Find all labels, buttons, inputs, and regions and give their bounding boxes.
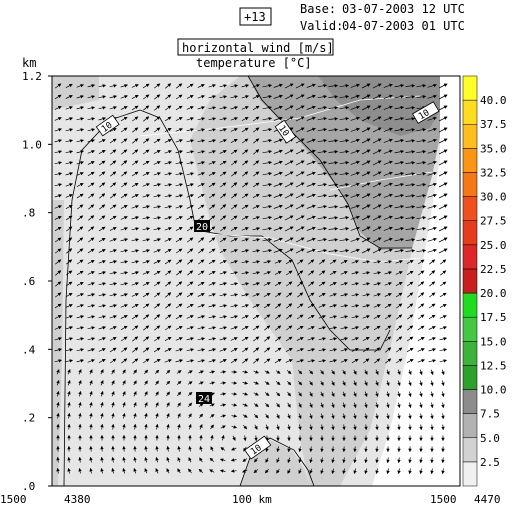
x-tick-label: 4470 [474, 493, 501, 506]
x-tick-label: 4380 [64, 493, 91, 506]
colorbar-tick-label: 5.0 [480, 432, 500, 445]
chart-title: horizontal wind [m/s] [182, 41, 334, 55]
svg-text:24: 24 [198, 394, 210, 405]
colorbar-tick-label: 25.0 [480, 239, 507, 252]
colorbar-swatch [463, 317, 477, 341]
colorbar-tick-label: 10.0 [480, 384, 507, 397]
y-tick-label: .0 [22, 480, 35, 493]
y-tick-label: .4 [22, 343, 36, 356]
colorbar-tick-label: 27.5 [480, 215, 507, 228]
colorbar-tick-label: 32.5 [480, 166, 507, 179]
colorbar-swatch [463, 124, 477, 148]
colorbar-swatch [463, 269, 477, 293]
colorbar-tick-label: 40.0 [480, 94, 507, 107]
x-tick-label: 100 km [232, 493, 272, 506]
colorbar-swatch [463, 221, 477, 245]
colorbar-swatch [463, 100, 477, 124]
base-label: Base: [300, 2, 336, 16]
valid-label: Valid: [300, 19, 343, 33]
y-axis: .0 .2 .4 .6 .8 1.0 1.2 [22, 70, 52, 493]
colorbar: 2.5 5.0 7.5 10.0 12.5 15.0 17.5 20.0 22.5 25.0 27.… [463, 76, 507, 486]
colorbar-swatch [463, 462, 477, 486]
colorbar-swatch [463, 197, 477, 221]
colorbar-swatch [463, 293, 477, 317]
y-tick-label: .8 [22, 207, 35, 220]
colorbar-tick-label: 37.5 [480, 118, 507, 131]
colorbar-tick-label: 7.5 [480, 408, 500, 421]
colorbar-swatch [463, 390, 477, 414]
forecast-hour: +13 [244, 10, 266, 24]
colorbar-swatch [463, 245, 477, 269]
colorbar-tick-label: 20.0 [480, 287, 507, 300]
svg-text:20: 20 [196, 222, 208, 233]
colorbar-swatch [463, 414, 477, 438]
y-tick-label: 1.2 [22, 70, 42, 83]
y-tick-label: .6 [22, 275, 35, 288]
colorbar-tick-label: 17.5 [480, 311, 507, 324]
plot-area: 20 24 10 10 10 10 [52, 76, 460, 486]
base-value: 03-07-2003 12 UTC [342, 2, 465, 16]
colorbar-swatch [463, 341, 477, 365]
y-tick-label: 1.0 [22, 138, 42, 151]
colorbar-tick-label: 22.5 [480, 263, 507, 276]
x-tick-label: 1500 [430, 493, 457, 506]
colorbar-tick-label: 30.0 [480, 191, 507, 204]
colorbar-swatch [463, 148, 477, 172]
isotherm-label-20: 20 [194, 220, 210, 233]
chart-subtitle: temperature [°C] [196, 56, 312, 70]
colorbar-tick-label: 2.5 [480, 456, 500, 469]
colorbar-tick-label: 35.0 [480, 142, 507, 155]
colorbar-swatch [463, 76, 477, 100]
colorbar-swatch [463, 172, 477, 196]
y-tick-label: .2 [22, 412, 35, 425]
x-tick-label: 1500 [0, 493, 27, 506]
valid-value: 04-07-2003 01 UTC [342, 19, 465, 33]
colorbar-tick-label: 12.5 [480, 359, 507, 372]
isotherm-label-24: 24 [196, 392, 212, 405]
colorbar-tick-label: 15.0 [480, 335, 507, 348]
y-axis-label: km [22, 56, 36, 70]
colorbar-swatch [463, 438, 477, 462]
colorbar-swatch [463, 365, 477, 389]
